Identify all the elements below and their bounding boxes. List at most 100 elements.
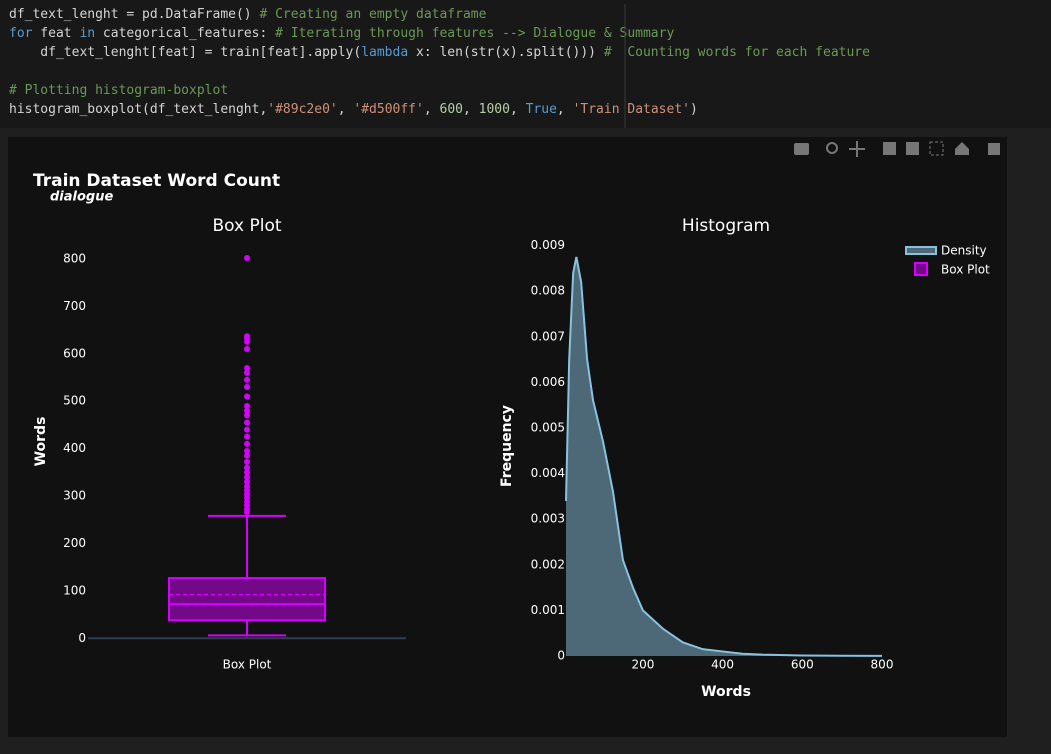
x-tick-label: Box Plot [223, 658, 272, 672]
outlier [244, 333, 250, 340]
figure-subtitle: dialogue [50, 190, 113, 205]
figure-title: Train Dataset Word Count [33, 171, 280, 191]
outlier [244, 407, 250, 414]
y-tick-label: 200 [63, 536, 86, 550]
code-token: , [423, 102, 440, 117]
y-tick-label: 0.006 [531, 375, 565, 389]
code-token: True [525, 102, 557, 117]
outlier [244, 383, 250, 390]
subplot-title: Histogram [682, 216, 770, 236]
y-tick-label: 100 [63, 583, 86, 597]
tool-zoom-in[interactable] [883, 142, 896, 155]
y-tick-label: 600 [63, 346, 86, 360]
x-tick-label: 200 [631, 658, 654, 672]
code-token: , [337, 102, 354, 117]
subplot-title: Box Plot [212, 216, 281, 236]
outlier [244, 464, 250, 471]
y-axis-label: Frequency [499, 405, 515, 487]
code-token: # Iterating through features --> Dialogu… [275, 26, 675, 41]
outlier [244, 474, 250, 481]
y-tick-label: 0.002 [531, 557, 565, 571]
legend-label: Density [941, 244, 987, 258]
plot-background [8, 137, 1007, 737]
y-tick-label: 0.004 [531, 466, 565, 480]
outlier [244, 376, 250, 383]
y-tick-label: 0.001 [531, 603, 565, 617]
legend-swatch [914, 262, 928, 276]
box [168, 577, 326, 622]
x-axis-label: Words [701, 684, 751, 700]
code-line: for feat in categorical_features: # Iter… [9, 24, 674, 43]
outlier [244, 393, 250, 400]
tool-zoom-out[interactable] [906, 142, 919, 155]
legend-label: Box Plot [941, 263, 990, 277]
code-line: df_text_lenght = pd.DataFrame() # Creati… [9, 5, 486, 24]
code-token: '#d500ff' [353, 102, 424, 117]
outlier [244, 402, 250, 409]
x-tick-label: 600 [791, 658, 814, 672]
code-token: ) [689, 102, 698, 117]
outlier [244, 447, 250, 454]
outlier [244, 412, 250, 419]
y-tick-label: 300 [63, 489, 86, 503]
outlier [244, 255, 250, 262]
tool-autoscale[interactable] [929, 141, 944, 156]
tool-reset[interactable] [955, 142, 969, 155]
y-tick-label: 0 [557, 649, 565, 663]
code-token: 1000 [478, 102, 510, 117]
y-axis-label: Words [33, 417, 49, 467]
toolbar [794, 141, 1000, 157]
y-tick-label: 0.005 [531, 420, 565, 434]
code-token: df_text_lenght[feat] = train[feat].apply… [9, 45, 362, 60]
y-tick-label: 0.009 [531, 238, 565, 252]
code-token: , [509, 102, 526, 117]
code-line: df_text_lenght[feat] = train[feat].apply… [9, 43, 870, 62]
code-line: # Plotting histogram-boxplot [9, 81, 228, 100]
outlier [244, 346, 250, 353]
tool-logo[interactable] [988, 143, 1000, 155]
tool-camera[interactable] [794, 143, 809, 155]
y-tick-label: 0.003 [531, 512, 565, 526]
outlier [244, 369, 250, 376]
outlier [244, 452, 250, 459]
outlier [244, 483, 250, 490]
code-line: histogram_boxplot(df_text_lenght,'#89c2e… [9, 100, 698, 119]
code-token: df_text_lenght = pd.DataFrame() [9, 7, 260, 22]
legend-swatch [905, 246, 937, 255]
code-token: '#89c2e0' [267, 102, 338, 117]
y-tick-label: 0.007 [531, 329, 565, 343]
code-token: , [462, 102, 479, 117]
code-token: for [9, 26, 33, 41]
code-token: , [556, 102, 573, 117]
outlier [244, 440, 250, 447]
outlier [244, 478, 250, 485]
code-token: histogram_boxplot(df_text_lenght, [9, 102, 268, 117]
x-tick-label: 400 [711, 658, 734, 672]
y-tick-label: 400 [63, 441, 86, 455]
tool-zoom[interactable] [826, 142, 838, 154]
outlier [244, 469, 250, 476]
code-token: 'Train Dataset' [572, 102, 690, 117]
density-line [565, 256, 883, 657]
code-token: 600 [439, 102, 463, 117]
code-token: categorical_features: [95, 26, 276, 41]
outlier [244, 419, 250, 426]
code-token: # Counting words for each feature [603, 45, 870, 60]
code-token: x: len(str(x).split())) [408, 45, 604, 60]
code-token: # Creating an empty dataframe [259, 7, 487, 22]
code-token: feat [32, 26, 80, 41]
outlier [244, 458, 250, 465]
y-tick-label: 0.008 [531, 284, 565, 298]
code-token: in [79, 26, 96, 41]
outlier [244, 433, 250, 440]
outlier [244, 365, 250, 372]
tool-pan[interactable] [849, 141, 865, 157]
x-tick-label: 800 [871, 658, 894, 672]
outlier [244, 426, 250, 433]
y-tick-label: 700 [63, 299, 86, 313]
code-cell: df_text_lenght = pd.DataFrame() # Creati… [0, 0, 1051, 128]
y-tick-label: 800 [63, 251, 86, 265]
y-tick-label: 0 [78, 631, 86, 645]
